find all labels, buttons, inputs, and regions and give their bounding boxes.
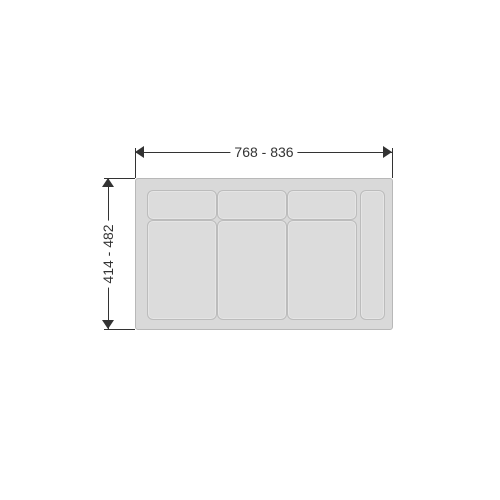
dim-height-arrow-top bbox=[102, 178, 114, 187]
dim-width-arrow-right bbox=[383, 146, 392, 158]
tray-compartment-2 bbox=[287, 190, 357, 220]
drawing-stage: 768 - 836 414 - 482 bbox=[0, 0, 500, 500]
dim-height-arrow-bottom bbox=[102, 320, 114, 329]
tray-compartment-4 bbox=[217, 220, 287, 320]
tray-compartment-1 bbox=[217, 190, 287, 220]
tray-compartment-3 bbox=[147, 220, 217, 320]
tray-compartment-5 bbox=[287, 220, 357, 320]
dim-height-label: 414 - 482 bbox=[100, 220, 116, 287]
tray-side-compartment bbox=[360, 190, 385, 320]
dim-width-label: 768 - 836 bbox=[230, 144, 297, 160]
dim-width-arrow-left bbox=[135, 146, 144, 158]
tray-compartment-0 bbox=[147, 190, 217, 220]
